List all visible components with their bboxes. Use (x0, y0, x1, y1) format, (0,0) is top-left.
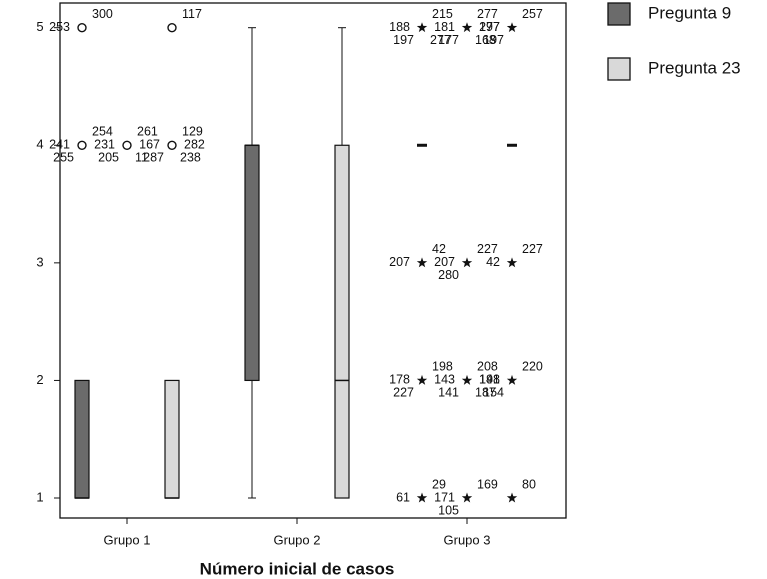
case-label: 117 (182, 7, 202, 21)
case-label: 208 (477, 360, 498, 374)
case-label: 168 (475, 33, 496, 47)
case-label: 178 (389, 373, 410, 387)
extreme (506, 492, 518, 503)
y-tick-label: 3 (36, 254, 43, 269)
y-tick-label: 1 (36, 489, 43, 504)
y-tick-label: 5 (36, 19, 43, 34)
case-label: 143 (434, 373, 455, 387)
legend-swatch (607, 57, 631, 81)
case-label: 277 (477, 7, 498, 21)
case-label: 197 (479, 20, 500, 34)
box (74, 379, 90, 499)
case-label: 215 (432, 7, 453, 21)
extreme (506, 257, 518, 268)
x-tick-label: Grupo 1 (104, 532, 151, 547)
extreme (461, 492, 473, 503)
plot-frame (59, 2, 567, 519)
case-label: 257 (522, 7, 543, 21)
case-label: 227 (522, 242, 543, 256)
case-label: 61 (396, 490, 410, 504)
outlier (167, 140, 177, 150)
case-label: 238 (180, 151, 201, 165)
extreme (416, 374, 428, 385)
case-label: 227 (393, 386, 414, 400)
case-label: 241 (49, 138, 70, 152)
case-label: 141 (438, 386, 459, 400)
case-label: 181 (434, 20, 455, 34)
case-label: 188 (389, 20, 410, 34)
case-label: 105 (438, 503, 459, 517)
case-label: 198 (432, 360, 453, 374)
case-label: 253 (49, 20, 70, 34)
case-label: 42 (486, 255, 500, 269)
case-label: 220 (522, 360, 543, 374)
case-label: 205 (98, 151, 119, 165)
outlier (77, 22, 87, 33)
case-label: 231 (94, 138, 115, 152)
case-label: 11 (135, 151, 148, 165)
extreme (461, 22, 473, 33)
case-label: 167 (139, 138, 160, 152)
x-axis-title: Número inicial de casos (200, 559, 395, 578)
case-label: 198 (479, 373, 500, 387)
extreme (506, 374, 518, 385)
box (244, 144, 260, 382)
case-label: 141 (479, 373, 500, 387)
case-label: 280 (438, 268, 459, 282)
outlier (167, 22, 177, 33)
case-label: 197 (393, 33, 414, 47)
case-label: 171 (434, 490, 455, 504)
case-label: 277 (430, 33, 451, 47)
extreme (416, 492, 428, 503)
case-label: 254 (92, 125, 113, 139)
extreme (506, 22, 518, 33)
outlier (122, 140, 132, 150)
case-label: 154 (483, 386, 504, 400)
case-label: 42 (432, 242, 446, 256)
case-label: 29 (432, 477, 446, 491)
case-label: 197 (483, 33, 504, 47)
case-label: 227 (477, 242, 498, 256)
case-label: 129 (182, 125, 203, 139)
box (334, 144, 350, 499)
y-tick-label: 2 (36, 372, 43, 387)
extreme (461, 374, 473, 385)
case-label: 300 (92, 7, 113, 21)
extreme (416, 257, 428, 268)
case-label: 169 (477, 477, 498, 491)
x-tick-label: Grupo 3 (444, 532, 491, 547)
case-label: 80 (522, 477, 536, 491)
legend-label: Pregunta 23 (648, 58, 741, 77)
case-label: 207 (389, 255, 410, 269)
extreme (461, 257, 473, 268)
legend-label: Pregunta 9 (648, 3, 731, 22)
case-label: 207 (434, 255, 455, 269)
case-label: 261 (137, 125, 158, 139)
x-tick-label: Grupo 2 (274, 532, 321, 547)
case-label: 255 (53, 151, 74, 165)
case-label: 287 (143, 151, 164, 165)
extreme (416, 22, 428, 33)
y-tick-label: 4 (36, 137, 43, 152)
case-label: 282 (184, 138, 205, 152)
box (164, 379, 180, 499)
case-label: 177 (438, 33, 459, 47)
case-label: 187 (475, 386, 496, 400)
case-label: 277 (479, 20, 500, 34)
outlier (77, 140, 87, 150)
legend-swatch (607, 2, 631, 26)
